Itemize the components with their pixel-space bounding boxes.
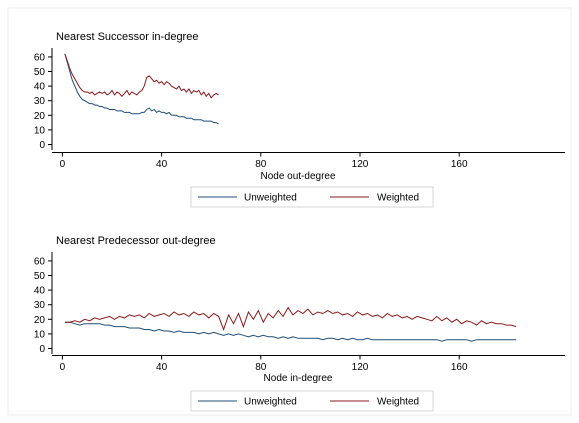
- chart-title: Nearest Successor in-degree: [56, 31, 198, 43]
- xtick-label-0: 0: [60, 159, 66, 170]
- legend-item-weighted: Weighted: [330, 397, 419, 408]
- y-axis: 0 10 20 30 40 50 60: [34, 48, 53, 151]
- x-axis-label: Node in-degree: [264, 373, 333, 384]
- chart-panel-2: Nearest Predecessor out-degree 0 10 20 3…: [34, 235, 565, 412]
- ytick-30: 30: [34, 96, 52, 107]
- legend-label-weighted: Weighted: [377, 193, 419, 204]
- plot-area: [64, 306, 517, 342]
- ytick-label-40: 40: [34, 82, 46, 93]
- legend: Unweighted Weighted: [190, 186, 434, 208]
- ytick-label-50: 50: [34, 67, 46, 78]
- ytick-60: 60: [34, 256, 52, 267]
- legend-label-unweighted: Unweighted: [244, 397, 297, 408]
- ytick-50: 50: [34, 67, 52, 78]
- series-line-unweighted: [64, 53, 219, 125]
- ytick-20: 20: [34, 111, 52, 122]
- legend-label-unweighted: Unweighted: [244, 193, 297, 204]
- xtick-label-40: 40: [156, 362, 168, 373]
- ytick-label-60: 60: [34, 256, 46, 267]
- ytick-10: 10: [34, 329, 52, 340]
- xtick-label-160: 160: [451, 362, 468, 373]
- xtick-40: 40: [156, 355, 168, 373]
- xtick-label-80: 80: [255, 159, 267, 170]
- ytick-label-60: 60: [34, 52, 46, 63]
- xtick-40: 40: [156, 152, 168, 170]
- ytick-label-10: 10: [34, 125, 46, 136]
- xtick-160: 160: [451, 152, 468, 170]
- legend-item-unweighted: Unweighted: [198, 397, 297, 408]
- ytick-label-0: 0: [39, 344, 45, 355]
- ytick-label-30: 30: [34, 300, 46, 311]
- xtick-label-120: 120: [352, 159, 369, 170]
- legend-label-weighted: Weighted: [377, 397, 419, 408]
- xtick-0: 0: [60, 355, 66, 373]
- ytick-label-30: 30: [34, 96, 46, 107]
- ytick-50: 50: [34, 271, 52, 282]
- xtick-label-120: 120: [352, 362, 369, 373]
- y-axis: 0 10 20 30 40 50 60: [34, 252, 53, 355]
- series-line-weighted: [64, 306, 517, 331]
- xtick-80: 80: [255, 152, 267, 170]
- ytick-10: 10: [34, 125, 52, 136]
- series-line-unweighted: [64, 321, 517, 342]
- chart-panel-1: Nearest Successor in-degree 0 10 20 30 4…: [34, 31, 565, 208]
- xtick-label-0: 0: [60, 362, 66, 373]
- xtick-120: 120: [352, 152, 369, 170]
- ytick-60: 60: [34, 52, 52, 63]
- ytick-label-20: 20: [34, 111, 46, 122]
- ytick-label-10: 10: [34, 329, 46, 340]
- ytick-label-0: 0: [39, 140, 45, 151]
- chart-title: Nearest Predecessor out-degree: [56, 235, 216, 247]
- xtick-label-160: 160: [451, 159, 468, 170]
- legend-item-weighted: Weighted: [330, 193, 419, 204]
- ytick-label-50: 50: [34, 271, 46, 282]
- ytick-label-20: 20: [34, 315, 46, 326]
- ytick-label-40: 40: [34, 286, 46, 297]
- ytick-0: 0: [39, 140, 52, 151]
- ytick-30: 30: [34, 300, 52, 311]
- x-axis: 0 40 80 120 160 Node out-degree: [52, 152, 565, 182]
- xtick-label-80: 80: [255, 362, 267, 373]
- legend-item-unweighted: Unweighted: [198, 193, 297, 204]
- plot-area: [64, 53, 219, 125]
- ytick-40: 40: [34, 286, 52, 297]
- ytick-20: 20: [34, 315, 52, 326]
- ytick-40: 40: [34, 82, 52, 93]
- legend: Unweighted Weighted: [190, 390, 434, 412]
- xtick-160: 160: [451, 355, 468, 373]
- xtick-0: 0: [60, 152, 66, 170]
- x-axis: 0 40 80 120 160 Node in-degree: [52, 355, 565, 384]
- series-line-weighted: [64, 53, 219, 99]
- x-axis-label: Node out-degree: [260, 171, 335, 182]
- xtick-label-40: 40: [156, 159, 168, 170]
- ytick-0: 0: [39, 344, 52, 355]
- xtick-80: 80: [255, 355, 267, 373]
- xtick-120: 120: [352, 355, 369, 373]
